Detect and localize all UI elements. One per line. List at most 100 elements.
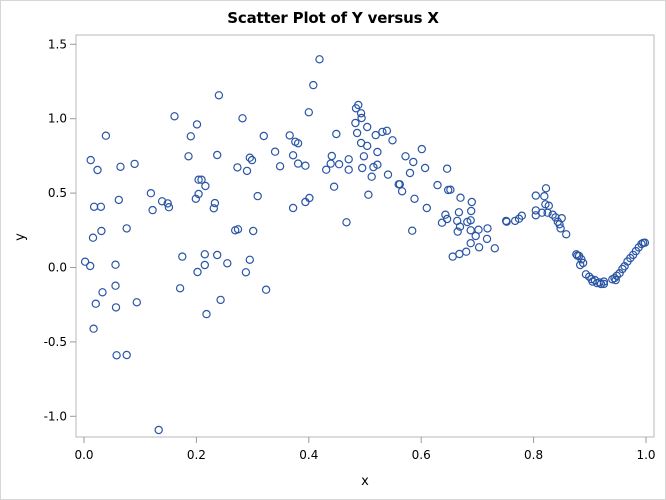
data-point-marker	[197, 175, 206, 184]
data-point-marker	[548, 210, 557, 219]
data-point-marker	[373, 160, 382, 169]
y-tick-label: 1.0	[48, 112, 67, 126]
data-point-marker	[474, 243, 484, 252]
data-point-marker	[531, 191, 541, 200]
data-point-marker	[454, 208, 464, 217]
data-point-marker	[216, 295, 225, 305]
x-tick-label: 0.2	[187, 448, 206, 462]
data-point-marker	[210, 198, 220, 208]
data-point-marker	[111, 260, 120, 269]
data-point-marker	[164, 202, 174, 212]
data-point-marker	[363, 122, 372, 132]
data-point-marker	[309, 80, 318, 90]
data-points	[80, 55, 650, 435]
data-point-marker	[242, 166, 252, 176]
data-point-marker	[122, 350, 131, 360]
data-point-marker	[408, 226, 417, 235]
data-point-marker	[599, 277, 609, 286]
data-point-marker	[517, 211, 527, 220]
data-point-marker	[401, 152, 410, 161]
x-axis: 0.0 0.2 0.4 0.6 0.8 1.0	[74, 437, 656, 462]
data-point-marker	[146, 188, 156, 198]
data-point-marker	[194, 189, 203, 199]
x-tick-label: 0.4	[299, 448, 318, 462]
data-point-marker	[214, 91, 224, 100]
data-point-marker	[315, 55, 324, 64]
y-tick-label: -0.5	[44, 335, 67, 349]
data-point-marker	[301, 161, 310, 170]
data-point-marker	[114, 195, 124, 205]
data-point-marker	[212, 250, 222, 260]
chart-title: Scatter Plot of Y versus X	[227, 9, 439, 27]
data-point-marker	[541, 184, 551, 193]
data-point-marker	[455, 222, 465, 231]
data-point-marker	[352, 128, 362, 138]
y-tick-label: 0.0	[48, 261, 67, 275]
data-point-marker	[154, 425, 163, 435]
data-point-marker	[245, 255, 254, 264]
data-point-marker	[557, 213, 566, 223]
data-point-marker	[544, 201, 554, 210]
data-point-marker	[367, 172, 376, 181]
data-point-marker	[186, 132, 195, 141]
data-point-marker	[223, 259, 232, 268]
data-point-marker	[326, 159, 335, 168]
data-point-marker	[253, 191, 262, 201]
data-point-marker	[93, 165, 102, 175]
data-point-marker	[378, 127, 387, 137]
data-point-marker	[502, 217, 511, 226]
data-point-marker	[192, 120, 202, 129]
data-point-marker	[344, 165, 353, 174]
data-point-marker	[466, 226, 475, 235]
data-point-marker	[612, 271, 622, 280]
data-point-marker	[89, 202, 99, 211]
data-point-marker	[241, 268, 251, 277]
data-point-marker	[363, 141, 372, 151]
data-point-marker	[357, 113, 366, 123]
data-point-marker	[342, 218, 351, 227]
data-point-marker	[595, 278, 604, 287]
data-point-marker	[112, 351, 121, 360]
x-tick-label: 0.8	[524, 448, 543, 462]
data-point-marker	[388, 136, 397, 145]
data-point-marker	[599, 279, 609, 289]
data-point-marker	[201, 181, 210, 191]
data-point-marker	[462, 247, 471, 256]
data-point-marker	[322, 165, 331, 174]
data-point-marker	[410, 194, 419, 203]
data-point-marker	[96, 202, 106, 211]
data-point-marker	[420, 163, 430, 173]
y-axis: -1.0 -0.5 0.0 0.5 1.0 1.5	[44, 37, 76, 423]
data-point-marker	[344, 155, 353, 164]
data-point-marker	[111, 281, 120, 290]
data-point-marker	[275, 162, 285, 171]
x-axis-label: x	[361, 474, 369, 489]
data-point-marker	[170, 112, 179, 121]
data-point-marker	[540, 191, 549, 201]
data-point-marker	[354, 100, 363, 110]
data-point-marker	[209, 204, 218, 213]
data-point-marker	[247, 155, 257, 165]
data-point-marker	[405, 168, 415, 178]
data-point-marker	[193, 267, 202, 277]
x-tick-label: 0.0	[74, 448, 93, 462]
data-point-marker	[301, 197, 310, 207]
data-point-marker	[270, 147, 280, 156]
x-tick-label: 1.0	[636, 448, 655, 462]
x-tick-label: 0.6	[412, 448, 431, 462]
data-point-marker	[611, 275, 620, 285]
data-point-marker	[356, 109, 366, 118]
data-point-marker	[383, 170, 393, 179]
y-tick-label: 0.5	[48, 186, 67, 200]
data-point-marker	[200, 250, 209, 259]
data-point-marker	[116, 162, 125, 171]
data-point-marker	[259, 131, 268, 141]
data-point-marker	[163, 199, 172, 208]
data-point-marker	[248, 226, 258, 236]
data-point-marker	[98, 288, 107, 297]
data-point-marker	[556, 224, 565, 233]
y-tick-label: 1.5	[48, 37, 67, 51]
data-point-marker	[288, 151, 298, 160]
data-point-marker	[175, 284, 185, 293]
data-point-marker	[80, 257, 90, 266]
